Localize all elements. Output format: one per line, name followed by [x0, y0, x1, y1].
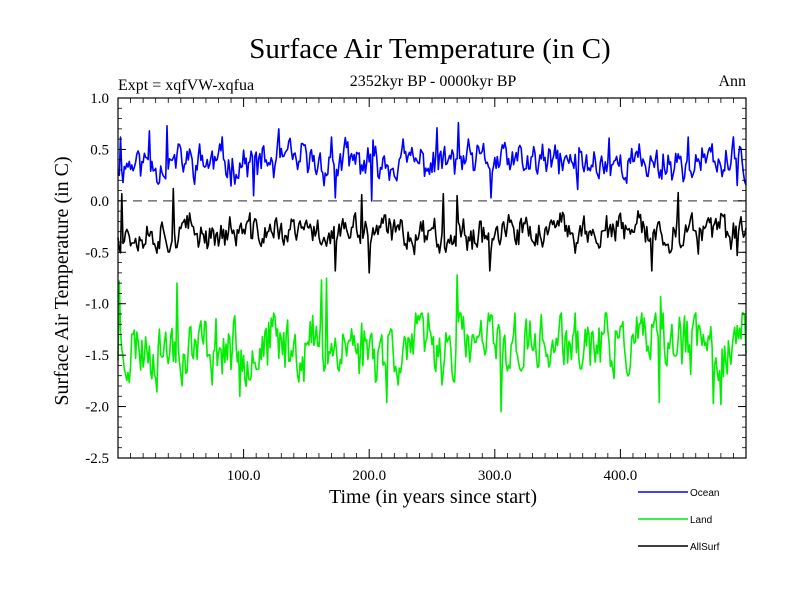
legend-label-ocean: Ocean: [690, 488, 719, 499]
series-line-allsurf: [117, 187, 747, 274]
y-axis: 1.0 0.5 0.0 -0.5 -1.0 -1.5 -2.0 -2.5: [85, 91, 746, 467]
y-tick-label: -2.0: [85, 400, 109, 416]
chart-title: Surface Air Temperature (in C): [249, 33, 610, 65]
x-axis-label: Time (in years since start): [329, 486, 537, 508]
experiment-label: Expt = xqfVW-xqfua: [118, 77, 254, 94]
y-tick-label: -2.5: [85, 451, 109, 467]
plot-area: [117, 97, 747, 459]
y-tick-label: 1.0: [90, 91, 109, 107]
season-label: Ann: [718, 73, 746, 90]
y-tick-label: 0.0: [90, 194, 109, 210]
x-tick-label: 400.0: [604, 468, 638, 484]
legend: Ocean Land AllSurf: [638, 488, 720, 553]
x-tick-label: 100.0: [227, 468, 261, 484]
series-line-land: [117, 274, 747, 413]
y-axis-label: Surface Air Temperature (in C): [51, 156, 73, 405]
y-tick-label: -1.0: [85, 297, 109, 313]
x-tick-label: 200.0: [352, 468, 386, 484]
series-line-ocean: [117, 121, 747, 202]
x-tick-label: 300.0: [478, 468, 512, 484]
legend-label-allsurf: AllSurf: [690, 542, 720, 553]
legend-label-land: Land: [690, 515, 712, 526]
y-tick-label: -0.5: [85, 245, 109, 261]
x-axis: 100.0 200.0 300.0 400.0: [130, 98, 734, 484]
y-tick-label: -1.5: [85, 348, 109, 364]
chart-subtitle: 2352kyr BP - 0000kyr BP: [350, 73, 517, 90]
y-tick-label: 0.5: [90, 142, 109, 158]
